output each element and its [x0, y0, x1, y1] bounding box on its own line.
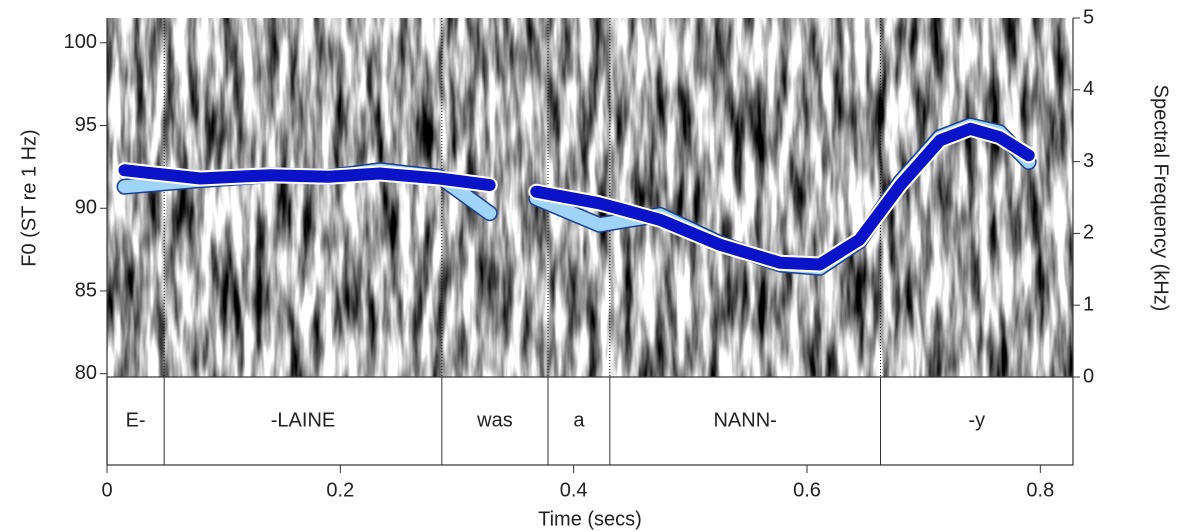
y-tick-label: 100 — [64, 31, 97, 53]
y-tick-label: 90 — [75, 197, 97, 219]
tier-label: -y — [968, 409, 985, 431]
y2-axis-label: Spectral Frequency (kHz) — [1150, 85, 1172, 312]
x-tick-label: 0.6 — [793, 479, 821, 501]
y-tick-label: 80 — [75, 362, 97, 384]
y2-tick-label: 3 — [1083, 150, 1094, 172]
y2-tick-label: 5 — [1083, 6, 1094, 28]
x-tick-label: 0.2 — [326, 479, 354, 501]
y-tick-label: 85 — [75, 279, 97, 301]
tier-label: E- — [126, 409, 146, 431]
y-axis-label: F0 (ST re 1 Hz) — [18, 129, 40, 266]
text-tier — [106, 376, 1074, 466]
tier-label: -LAINE — [271, 409, 335, 431]
x-tick-label: 0 — [101, 479, 112, 501]
x-axis-label: Time (secs) — [538, 508, 642, 530]
x-tick-label: 0.4 — [560, 479, 588, 501]
tier-label: a — [573, 409, 585, 431]
y2-tick-label: 0 — [1083, 365, 1094, 387]
y2-tick-label: 4 — [1083, 78, 1094, 100]
y-tick-label: 95 — [75, 114, 97, 136]
y2-tick-label: 2 — [1083, 222, 1094, 244]
tier-label: NANN- — [713, 409, 776, 431]
y2-tick-label: 1 — [1083, 293, 1094, 315]
tier-label: was — [476, 409, 513, 431]
x-tick-label: 0.8 — [1026, 479, 1054, 501]
f0-smoothed — [118, 122, 1035, 271]
